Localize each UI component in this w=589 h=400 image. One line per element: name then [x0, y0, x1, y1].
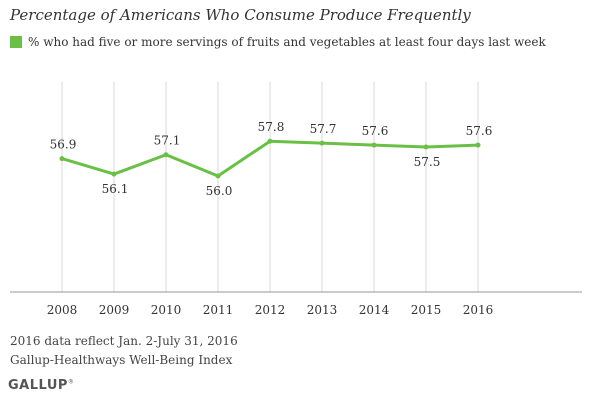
data-label: 57.7: [310, 122, 337, 136]
x-tick-label: 2009: [99, 303, 130, 317]
data-label: 56.1: [102, 182, 129, 196]
data-point: [371, 142, 377, 148]
x-tick-label: 2010: [151, 303, 182, 317]
x-tick-label: 2011: [203, 303, 234, 317]
data-label: 56.9: [50, 138, 77, 152]
data-point: [319, 140, 325, 146]
x-tick-label: 2014: [359, 303, 390, 317]
line-chart: 2008 2009 2010 2011 2012 2013 2014 2015 2016 56.9…: [10, 82, 582, 317]
data-label: 57.5: [414, 155, 441, 169]
data-point: [475, 142, 481, 148]
data-label: 57.6: [466, 124, 493, 138]
x-tick-label: 2016: [463, 303, 494, 317]
data-point: [111, 171, 117, 177]
legend: % who had five or more servings of fruit…: [10, 35, 546, 49]
x-tick-label: 2015: [411, 303, 442, 317]
data-label: 57.1: [154, 134, 181, 148]
footnote-date-range: 2016 data reflect Jan. 2-July 31, 2016: [10, 334, 238, 348]
legend-swatch: [10, 36, 22, 48]
chart-title: Percentage of Americans Who Consume Prod…: [10, 6, 471, 24]
x-tick-label: 2008: [47, 303, 78, 317]
data-label: 57.6: [362, 124, 389, 138]
x-tick-label: 2012: [255, 303, 286, 317]
data-label: 57.8: [258, 120, 285, 134]
gallup-logo: GALLUP®: [8, 378, 75, 393]
data-point: [163, 152, 169, 158]
footnote-source: Gallup-Healthways Well-Being Index: [10, 353, 233, 367]
data-point: [423, 144, 429, 150]
data-point: [59, 156, 65, 162]
data-point: [267, 138, 273, 144]
x-tick-label: 2013: [307, 303, 338, 317]
data-label: 56.0: [206, 184, 233, 198]
legend-label: % who had five or more servings of fruit…: [28, 35, 546, 49]
data-point: [215, 173, 221, 179]
